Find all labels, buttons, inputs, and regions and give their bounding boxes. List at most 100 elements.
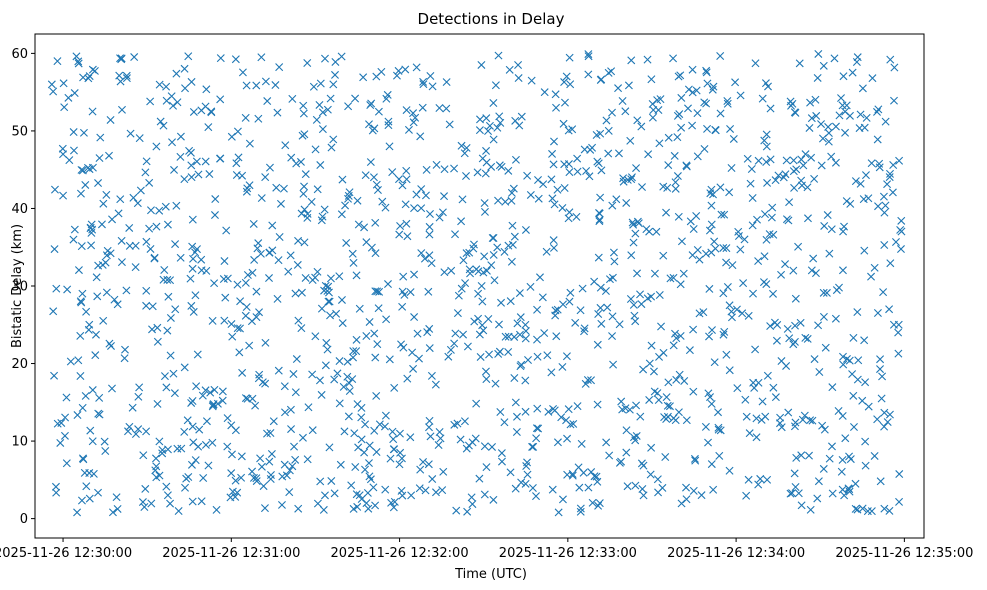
detection-point (385, 355, 394, 364)
detection-point (145, 178, 154, 187)
detection-point (682, 495, 691, 504)
detection-point (384, 121, 393, 130)
detection-point (351, 94, 360, 103)
detection-point (702, 249, 711, 258)
y-tick-label: 50 (11, 124, 28, 139)
detection-point (863, 507, 872, 516)
detection-point (549, 404, 558, 413)
detection-point (661, 452, 670, 461)
detection-point (551, 311, 560, 320)
detection-point (807, 114, 816, 123)
detection-point (102, 190, 111, 199)
detection-point (187, 161, 196, 170)
detection-point (684, 104, 692, 113)
detection-point (60, 431, 69, 440)
detection-point (93, 292, 102, 301)
detection-point (609, 248, 618, 257)
detection-point (407, 491, 416, 500)
detection-point (421, 191, 430, 200)
detection-point (855, 124, 864, 133)
detection-point (852, 58, 861, 66)
detection-point (135, 383, 144, 392)
detection-point (301, 273, 310, 282)
detection-point (814, 477, 823, 486)
detection-point (573, 402, 582, 411)
detection-point (517, 112, 526, 121)
detection-point (710, 358, 719, 367)
x-tick-label: 2025-11-26 12:35:00 (835, 546, 973, 561)
detection-point (163, 491, 172, 500)
detection-point (832, 286, 841, 295)
detection-point (839, 360, 848, 369)
detection-point (516, 313, 525, 322)
detection-point (777, 357, 786, 366)
detection-point (676, 331, 685, 340)
detection-point (851, 504, 860, 513)
detection-point (141, 484, 150, 493)
detection-point (397, 340, 406, 349)
detection-point (480, 199, 489, 208)
detection-point (560, 160, 569, 169)
detection-point (169, 101, 178, 110)
detection-point (349, 353, 358, 362)
detection-point (255, 370, 264, 379)
detection-point (474, 289, 483, 298)
detection-point (57, 418, 66, 427)
detection-point (508, 221, 517, 230)
detection-point (69, 146, 78, 155)
detection-point (234, 153, 243, 162)
detection-point (489, 495, 498, 504)
detection-point (841, 128, 850, 137)
detection-point (435, 104, 444, 113)
detection-point (515, 330, 524, 339)
detection-point (220, 257, 229, 266)
detection-point (672, 375, 681, 384)
detection-point (757, 415, 766, 424)
detection-point (187, 398, 196, 407)
detection-point (806, 98, 815, 107)
detection-point (637, 122, 646, 131)
detection-point (389, 503, 398, 512)
detection-point (226, 493, 235, 502)
detection-point (810, 174, 819, 183)
detection-point (115, 71, 124, 80)
detection-point (259, 482, 268, 491)
detection-point (655, 139, 664, 148)
detection-point (725, 301, 734, 310)
detection-point (723, 96, 732, 105)
detection-point (90, 66, 99, 75)
detection-point (76, 372, 85, 380)
detection-point (311, 145, 320, 154)
detection-point (622, 448, 631, 457)
detection-point (792, 453, 801, 462)
detection-point (480, 207, 489, 216)
detection-point (330, 489, 339, 498)
y-tick-label: 20 (11, 357, 28, 372)
detection-point (576, 306, 585, 315)
detection-point (308, 370, 317, 379)
detection-point (552, 332, 561, 341)
detection-point (159, 275, 168, 284)
detection-point (92, 273, 101, 282)
detection-point (813, 494, 822, 503)
detection-point (595, 215, 604, 224)
detection-point (705, 332, 714, 341)
detection-point (729, 134, 738, 143)
detection-point (337, 295, 346, 304)
detection-point (775, 419, 784, 428)
detection-point (647, 341, 656, 350)
detection-point (742, 491, 751, 500)
detection-point (490, 276, 499, 285)
detection-point (152, 222, 161, 231)
detection-point (326, 274, 335, 283)
detection-point (751, 59, 760, 68)
detection-point (544, 407, 553, 416)
detection-point (689, 387, 698, 396)
detection-point (435, 213, 444, 222)
detection-point (482, 375, 491, 384)
detection-point (320, 286, 329, 295)
detection-point (819, 288, 828, 297)
detection-point (853, 505, 862, 514)
detection-point (853, 375, 862, 384)
detection-point (633, 116, 642, 125)
